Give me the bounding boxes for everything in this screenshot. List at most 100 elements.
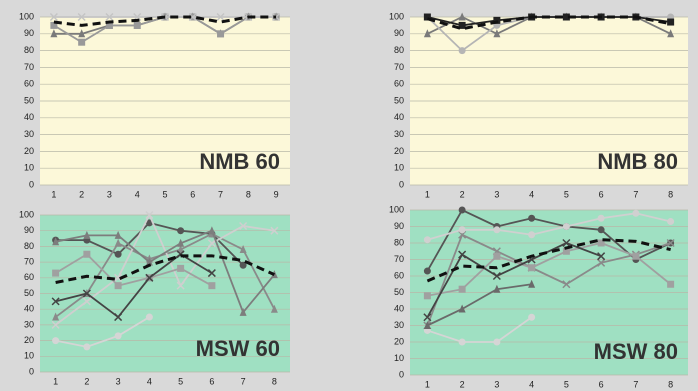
y-tick-label: 10	[394, 163, 404, 173]
marker	[177, 227, 185, 235]
marker	[239, 261, 247, 269]
x-tick-label: 5	[162, 189, 167, 199]
y-tick-label: 60	[394, 270, 404, 280]
marker	[562, 280, 571, 289]
y-tick-label: 70	[24, 256, 34, 266]
series-line	[426, 283, 532, 327]
x-tick-label: 6	[599, 189, 604, 199]
marker	[597, 258, 606, 267]
marker	[239, 221, 248, 231]
marker	[528, 214, 536, 222]
marker	[78, 38, 86, 46]
y-tick-label: 90	[24, 225, 34, 235]
marker	[458, 230, 467, 239]
marker	[458, 338, 466, 346]
marker	[562, 223, 570, 230]
x-tick-label: 3	[494, 379, 499, 389]
y-tick-label: 20	[24, 335, 34, 345]
y-tick-label: 60	[24, 79, 34, 89]
x-tick-label: 8	[272, 376, 277, 386]
marker	[632, 209, 640, 217]
y-tick-label: 50	[24, 288, 34, 298]
y-tick-label: 20	[24, 146, 34, 156]
y-tick-label: 0	[399, 179, 404, 189]
marker	[423, 267, 431, 275]
marker	[562, 247, 570, 255]
series-line	[427, 212, 671, 241]
series-line	[427, 316, 533, 343]
marker	[77, 12, 86, 22]
chart-title: MSW 60	[196, 336, 280, 361]
marker	[458, 21, 466, 29]
marker	[145, 273, 154, 282]
y-tick-label: 100	[389, 11, 404, 21]
y-tick-label: 30	[394, 320, 404, 330]
x-tick-label: 2	[460, 379, 465, 389]
x-tick-label: 7	[633, 379, 638, 389]
y-tick-label: 100	[19, 11, 34, 21]
marker	[50, 21, 58, 29]
x-tick-label: 1	[425, 379, 430, 389]
x-tick-label: 3	[116, 376, 121, 386]
marker	[78, 29, 86, 38]
marker	[493, 29, 501, 38]
marker	[632, 252, 640, 260]
y-tick-label: 90	[394, 221, 404, 231]
y-tick-label: 80	[394, 237, 404, 247]
x-tick-label: 3	[107, 189, 112, 199]
marker	[83, 250, 91, 258]
marker	[458, 226, 466, 234]
series-line	[427, 242, 672, 297]
x-tick-label: 7	[218, 189, 223, 199]
x-tick-label: 2	[460, 189, 465, 199]
marker	[52, 312, 60, 321]
marker	[493, 252, 501, 260]
marker	[114, 313, 123, 322]
marker	[145, 313, 153, 321]
marker	[528, 231, 536, 239]
y-tick-label: 60	[24, 272, 34, 282]
x-tick-label: 6	[209, 376, 214, 386]
y-tick-label: 30	[24, 319, 34, 329]
marker	[207, 269, 216, 278]
y-tick-label: 40	[24, 112, 34, 122]
marker	[493, 284, 501, 293]
x-tick-label: 8	[246, 189, 251, 199]
marker	[423, 313, 432, 322]
x-tick-label: 9	[274, 189, 279, 199]
marker	[239, 307, 247, 316]
marker	[145, 257, 153, 266]
marker	[562, 238, 571, 248]
marker	[177, 245, 185, 254]
marker	[423, 321, 431, 329]
series-line	[426, 233, 671, 326]
marker	[597, 214, 605, 222]
marker	[667, 218, 675, 226]
marker	[145, 210, 154, 220]
marker	[423, 29, 431, 38]
marker	[528, 279, 536, 288]
chart-title: MSW 80	[594, 339, 678, 364]
x-tick-label: 7	[633, 189, 638, 199]
marker	[562, 13, 570, 21]
series-line	[55, 316, 150, 348]
x-tick-label: 1	[425, 189, 430, 199]
x-tick-label: 4	[529, 189, 534, 199]
marker	[208, 282, 216, 290]
y-tick-label: 100	[19, 209, 34, 219]
marker	[105, 21, 113, 29]
marker	[105, 12, 114, 22]
x-tick-label: 8	[668, 379, 673, 389]
marker	[597, 239, 605, 247]
series-line	[55, 232, 276, 318]
marker	[666, 238, 675, 248]
y-tick-label: 60	[394, 79, 404, 89]
marker	[667, 18, 675, 26]
marker	[458, 47, 466, 55]
y-tick-label: 80	[24, 241, 34, 251]
marker	[667, 280, 675, 288]
x-tick-label: 6	[190, 189, 195, 199]
chart-title: NMB 60	[199, 149, 280, 174]
x-tick-label: 5	[564, 189, 569, 199]
